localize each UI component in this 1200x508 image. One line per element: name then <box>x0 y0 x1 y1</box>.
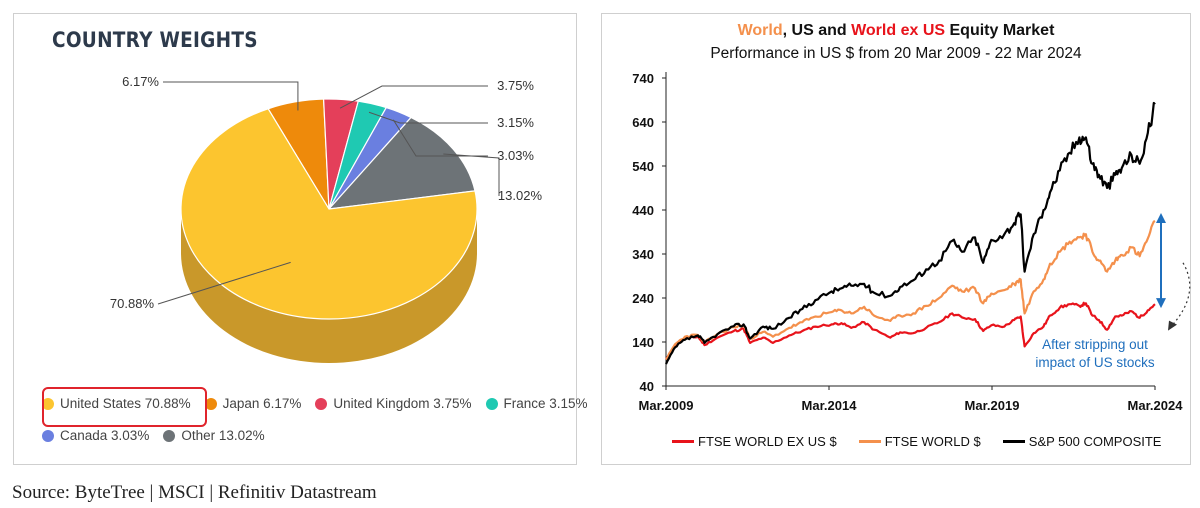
legend-label: Japan 6.17% <box>222 396 302 411</box>
legend-swatch <box>672 440 694 443</box>
x-tick-label: Mar.2009 <box>639 398 694 413</box>
y-tick-label: 340 <box>632 247 654 262</box>
line-legend: FTSE WORLD EX US $ FTSE WORLD $ S&P 500 … <box>672 434 1183 449</box>
legend-dot <box>42 397 54 410</box>
x-tick-label: Mar.2019 <box>965 398 1020 413</box>
legend-item-france: France 3.15% <box>485 396 588 411</box>
legend-swatch <box>1002 440 1025 443</box>
legend-label: United States 70.88% <box>60 396 191 411</box>
legend-item-other: Other 13.02% <box>163 428 265 443</box>
dotted-arrow-head <box>1168 320 1177 331</box>
legend-dot <box>485 397 498 410</box>
title-world: World <box>737 22 783 39</box>
series-line-ftse-world-ex-us <box>665 301 1156 361</box>
legend-item-united-states: United States 70.88% <box>42 396 191 411</box>
title-sep: , <box>782 22 792 39</box>
line-chart-title: World, US and World ex US Equity Market <box>602 22 1190 40</box>
legend-label: FTSE WORLD $ <box>884 434 981 449</box>
y-tick-label: 440 <box>632 203 654 218</box>
pie-slice-other <box>327 116 476 210</box>
y-tick-label: 40 <box>640 379 654 394</box>
pie-label-japan: 6.17% <box>122 74 159 89</box>
leader-line-other <box>443 153 500 196</box>
x-tick-label: Mar.2024 <box>1128 398 1184 413</box>
leader-line-france <box>368 111 488 124</box>
legend-dot <box>163 429 176 442</box>
x-tick-label: Mar.2014 <box>802 398 858 413</box>
title-rest: Equity Market <box>945 22 1055 39</box>
dotted-arrow <box>1170 262 1191 328</box>
pie-label-united-kingdom: 3.75% <box>497 78 534 93</box>
annotation-line-2: impact of US stocks <box>1035 355 1155 370</box>
pie-label-other: 13.02% <box>498 188 543 203</box>
title-and: and <box>813 22 852 39</box>
annotation-text: After stripping out impact of US stocks <box>1020 336 1170 372</box>
legend-item-ftse-world: FTSE WORLD $ <box>858 434 981 449</box>
pie-slice-united-states <box>180 108 478 320</box>
legend-item-canada: Canada 3.03% <box>42 428 149 443</box>
title-us: US <box>791 22 814 39</box>
leader-line-japan <box>163 81 299 111</box>
legend-label: United Kingdom 3.75% <box>333 396 472 411</box>
equity-performance-panel: World, US and World ex US Equity Market … <box>601 13 1191 465</box>
legend-label: Canada 3.03% <box>60 428 150 443</box>
country-weights-panel: COUNTRY WEIGHTS 6.17% 3.75% 3.15% 3.03% 13.0… <box>13 13 588 465</box>
legend-item-ftse-world-ex-us: FTSE WORLD EX US $ <box>672 434 837 449</box>
pie-label-france: 3.15% <box>497 115 534 130</box>
gap-arrow-head-top <box>1156 213 1166 223</box>
legend-swatch <box>858 440 881 443</box>
legend-dot <box>42 429 54 442</box>
legend-item-japan: Japan 6.17% <box>204 396 302 411</box>
y-tick-label: 140 <box>632 335 654 350</box>
title-world-ex-us: World ex US <box>851 22 946 39</box>
legend-label: France 3.15% <box>503 396 588 411</box>
y-tick-label: 540 <box>632 159 654 174</box>
pie-title: COUNTRY WEIGHTS <box>52 28 258 52</box>
annotation-line-1: After stripping out <box>1042 337 1148 352</box>
leader-line-united-kingdom <box>339 85 488 109</box>
legend-item-sp500: S&P 500 COMPOSITE <box>1002 434 1162 449</box>
legend-item-united-kingdom: United Kingdom 3.75% <box>315 396 472 411</box>
legend-dot <box>315 397 328 410</box>
legend-label: FTSE WORLD EX US $ <box>698 434 837 449</box>
line-chart-subtitle: Performance in US $ from 20 Mar 2009 - 2… <box>710 45 1082 62</box>
y-tick-label: 640 <box>632 115 654 130</box>
pie-label-canada: 3.03% <box>497 148 534 163</box>
pie-chart: 6.17% 3.75% 3.15% 3.03% 13.02% 70.88% <box>110 74 543 363</box>
us-highlight-box <box>42 387 207 427</box>
pie-label-united-states: 70.88% <box>110 296 155 311</box>
gap-arrow-head-bottom <box>1156 298 1166 309</box>
pie-legend-row-1: United States 70.88% Japan 6.17% United … <box>42 396 602 411</box>
source-note: Source: ByteTree | MSCI | Refinitiv Data… <box>12 482 377 503</box>
legend-label: S&P 500 COMPOSITE <box>1028 434 1162 449</box>
y-tick-label: 240 <box>632 291 654 306</box>
legend-dot <box>204 397 217 410</box>
line-chart: 740 640 540 440 340 240 140 40 Mar.2009 Mar.2014 M… <box>632 71 1191 413</box>
pie-side-united-states <box>181 209 477 363</box>
series-line-s-p-500-composite <box>665 101 1156 365</box>
y-tick-label: 740 <box>632 71 654 86</box>
legend-label: Other 13.02% <box>181 428 265 443</box>
pie-legend-row-2: Canada 3.03% Other 13.02% <box>42 428 279 443</box>
leader-line-united-states <box>157 261 291 305</box>
